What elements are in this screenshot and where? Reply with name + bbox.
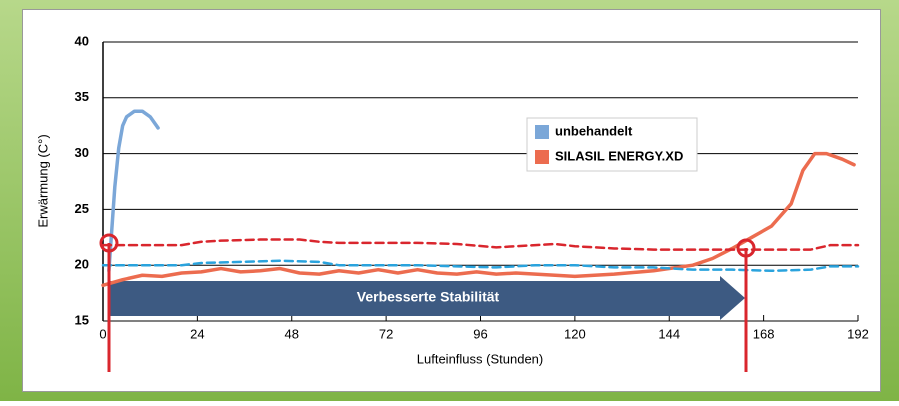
series-line bbox=[107, 109, 160, 273]
panel bbox=[22, 9, 881, 392]
legend-swatch bbox=[535, 150, 549, 164]
marker-circle bbox=[736, 238, 756, 258]
y-tick-label: 40 bbox=[75, 33, 89, 48]
annotation: Verbesserte Stabilität bbox=[357, 289, 500, 305]
x-axis-label: Lufteinfluss (Stunden) bbox=[417, 351, 543, 366]
legend-label: SILASIL ENERGY.XD bbox=[555, 148, 683, 163]
legend bbox=[526, 117, 698, 172]
x-tick-label: 144 bbox=[658, 326, 680, 341]
series-line bbox=[101, 259, 860, 273]
x-tick-label: 96 bbox=[473, 326, 487, 341]
y-tick-label: 25 bbox=[75, 201, 89, 216]
x-tick-label: 168 bbox=[753, 326, 775, 341]
legend-swatch bbox=[535, 125, 549, 139]
x-tick-label: 192 bbox=[847, 326, 869, 341]
y-axis-label: Erwärmung (C°) bbox=[35, 134, 50, 227]
y-tick-label: 15 bbox=[75, 312, 89, 327]
legend-label: unbehandelt bbox=[555, 123, 633, 138]
marker-circle bbox=[99, 233, 119, 253]
y-tick-label: 20 bbox=[75, 257, 89, 272]
y-tick-label: 35 bbox=[75, 89, 89, 104]
x-tick-label: 48 bbox=[285, 326, 299, 341]
y-tick-label: 30 bbox=[75, 145, 89, 160]
x-tick-label: 72 bbox=[379, 326, 393, 341]
stability-arrow bbox=[110, 276, 745, 320]
x-tick-label: 0 bbox=[99, 326, 106, 341]
series-line bbox=[101, 151, 856, 288]
x-tick-label: 24 bbox=[190, 326, 204, 341]
x-tick-label: 120 bbox=[564, 326, 586, 341]
